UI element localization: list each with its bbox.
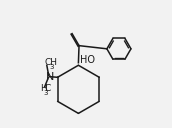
Text: HO: HO — [80, 55, 95, 65]
Text: 3: 3 — [50, 64, 54, 70]
Text: H: H — [40, 84, 47, 93]
Text: 3: 3 — [43, 90, 48, 96]
Text: C: C — [45, 84, 51, 93]
Text: N: N — [45, 72, 54, 82]
Text: CH: CH — [44, 58, 57, 67]
